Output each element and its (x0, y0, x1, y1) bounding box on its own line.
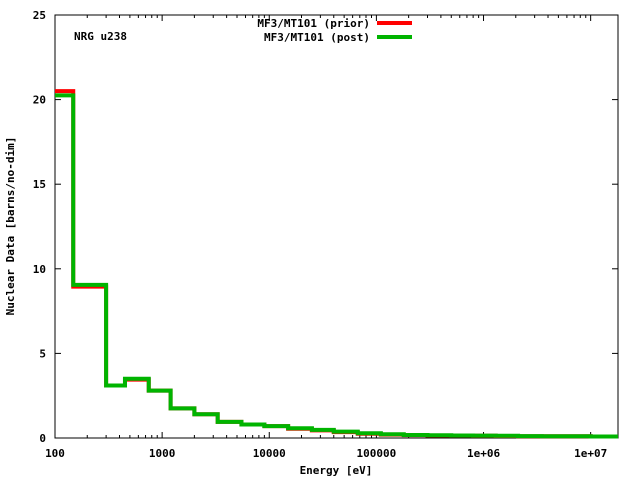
x-tick-label: 100 (45, 447, 65, 460)
y-tick-label: 5 (39, 347, 46, 360)
x-tick-label: 100000 (357, 447, 397, 460)
x-tick-label: 10000 (253, 447, 286, 460)
x-tick-label: 1e+06 (467, 447, 500, 460)
y-tick-label: 10 (33, 263, 46, 276)
legend-label-prior: MF3/MT101 (prior) (257, 17, 370, 30)
chart-annotation: NRG u238 (74, 30, 127, 43)
x-tick-label: 1000 (149, 447, 176, 460)
legend-label-post: MF3/MT101 (post) (264, 31, 370, 44)
series-lines (55, 89, 618, 439)
x-axis-label: Energy [eV] (300, 464, 373, 477)
series-line-post (55, 93, 618, 439)
series-line-prior (55, 89, 618, 439)
ticks: 0 5 10 15 20 25 100 1000 10000 100000 1e+06 1e+07 (33, 9, 618, 460)
y-tick-label: 0 (39, 432, 46, 445)
plot-frame (54, 14, 619, 439)
y-tick-label: 25 (33, 9, 46, 22)
y-axis-label: Nuclear Data [barns/no-dim] (4, 137, 17, 316)
x-tick-label: 1e+07 (574, 447, 607, 460)
y-tick-label: 15 (33, 178, 46, 191)
y-tick-label: 20 (33, 94, 46, 107)
